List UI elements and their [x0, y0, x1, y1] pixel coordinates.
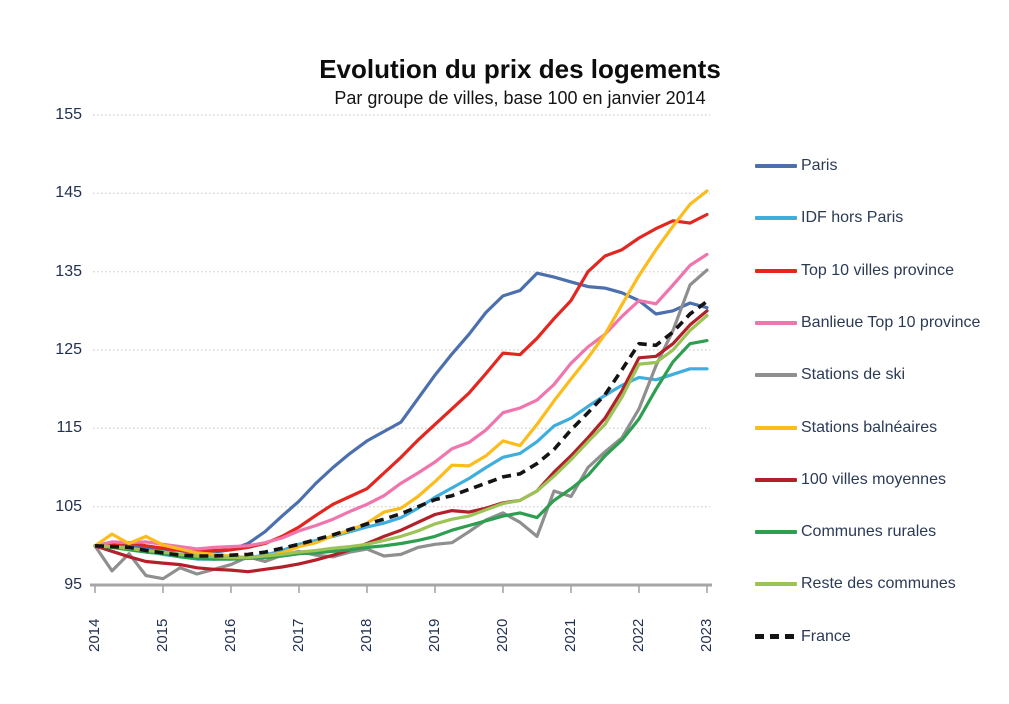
x-tick-label: 2021 [562, 618, 579, 652]
y-tick-label: 115 [56, 419, 82, 437]
series-line-100-villes-moyennes [93, 309, 709, 574]
x-tick-label: 2018 [358, 618, 375, 652]
chart-subtitle: Par groupe de villes, base 100 en janvie… [334, 88, 706, 108]
x-tick-label: 2020 [494, 618, 511, 652]
x-tick-label: 2014 [86, 618, 103, 652]
series-line-reste-des-communes [93, 313, 709, 560]
y-tick-label: 125 [55, 341, 82, 358]
x-tick-label: 2015 [154, 618, 171, 652]
chart-title: Evolution du prix des logements [319, 54, 721, 84]
series-line-stations-baln-aires [93, 189, 709, 560]
y-tick-label: 105 [55, 497, 82, 515]
y-tick-label: 145 [55, 184, 82, 202]
x-tick-label: 2023 [698, 618, 715, 652]
x-tick-label: 2019 [426, 618, 443, 652]
y-tick-label: 95 [64, 576, 82, 593]
x-tick-label: 2022 [630, 618, 647, 652]
series-line-stations-de-ski [93, 268, 709, 581]
series-line-communes-rurales [93, 339, 709, 561]
y-tick-label: 155 [55, 106, 82, 123]
x-tick-label: 2017 [290, 618, 307, 652]
y-tick-label: 135 [55, 262, 82, 280]
series-line-top-10-villes-province [93, 212, 709, 554]
x-tick-label: 2016 [222, 618, 239, 652]
